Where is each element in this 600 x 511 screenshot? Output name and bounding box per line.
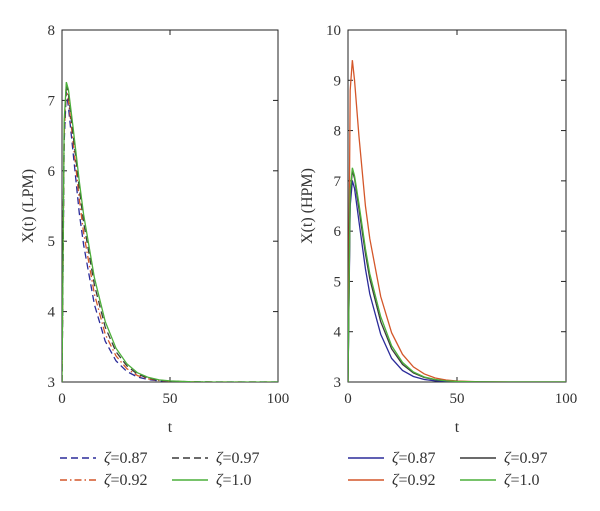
- x-tick-label: 0: [58, 391, 66, 407]
- y-tick-label: 8: [48, 23, 56, 39]
- y-axis-label: X(t) (HPM): [299, 168, 316, 244]
- legend-label: ζ=1.0: [216, 472, 252, 489]
- legend-value: =0.87: [398, 450, 435, 467]
- series-line-3: [348, 167, 566, 382]
- x-axis-label: t: [455, 419, 460, 436]
- series-line-3: [62, 81, 278, 382]
- legend-value: =0.97: [510, 450, 547, 467]
- y-tick-label: 3: [334, 375, 342, 391]
- x-tick-label: 50: [163, 391, 178, 407]
- y-tick-label: 9: [334, 73, 342, 89]
- y-tick-label: 10: [326, 23, 341, 39]
- legend-symbol: ζ: [216, 472, 224, 489]
- series-line-2: [62, 84, 278, 382]
- series-line-0: [348, 180, 566, 382]
- x-tick-label: 0: [344, 391, 352, 407]
- legend-label: ζ=0.87: [392, 450, 436, 467]
- y-tick-label: 7: [48, 93, 56, 109]
- legend-label: ζ=0.92: [392, 472, 436, 489]
- legend-value: =0.97: [222, 450, 259, 467]
- legend-symbol: ζ: [392, 450, 400, 467]
- legend-value: =0.92: [398, 472, 435, 489]
- y-tick-label: 6: [334, 224, 342, 240]
- legend-symbol: ζ: [104, 472, 112, 489]
- plot-frame: [61, 29, 279, 383]
- y-tick-label: 4: [48, 305, 56, 321]
- legend-value: =0.87: [110, 450, 147, 467]
- x-tick-label: 50: [450, 391, 465, 407]
- series-line-2: [348, 170, 566, 382]
- legend-label: ζ=0.87: [104, 450, 148, 467]
- legend: ζ=0.87ζ=0.92ζ=0.97ζ=1.0: [348, 450, 548, 489]
- x-tick-label: 100: [267, 391, 290, 407]
- y-tick-label: 6: [48, 164, 56, 180]
- y-tick-label: 5: [334, 274, 342, 290]
- legend-value: =1.0: [510, 472, 539, 489]
- y-tick-label: 7: [334, 174, 342, 190]
- legend-symbol: ζ: [504, 450, 512, 467]
- legend-symbol: ζ: [216, 450, 224, 467]
- x-axis-label: t: [168, 419, 173, 436]
- y-tick-label: 8: [334, 124, 342, 140]
- legend-value: =0.92: [110, 472, 147, 489]
- legend-value: =1.0: [222, 472, 251, 489]
- x-tick-label: 100: [555, 391, 578, 407]
- legend: ζ=0.87ζ=0.92ζ=0.97ζ=1.0: [60, 450, 260, 489]
- y-tick-label: 5: [48, 234, 56, 250]
- y-axis-label: X(t) (LPM): [20, 169, 37, 243]
- legend-symbol: ζ: [104, 450, 112, 467]
- y-tick-label: 4: [334, 325, 342, 341]
- series-line-0: [62, 91, 278, 382]
- legend-symbol: ζ: [392, 472, 400, 489]
- legend-label: ζ=1.0: [504, 472, 540, 489]
- legend-symbol: ζ: [504, 472, 512, 489]
- legend-label: ζ=0.92: [104, 472, 148, 489]
- plot-frame: [347, 29, 567, 383]
- legend-label: ζ=0.97: [504, 450, 548, 467]
- series-line-1: [62, 87, 278, 382]
- y-tick-label: 3: [48, 375, 56, 391]
- legend-label: ζ=0.97: [216, 450, 260, 467]
